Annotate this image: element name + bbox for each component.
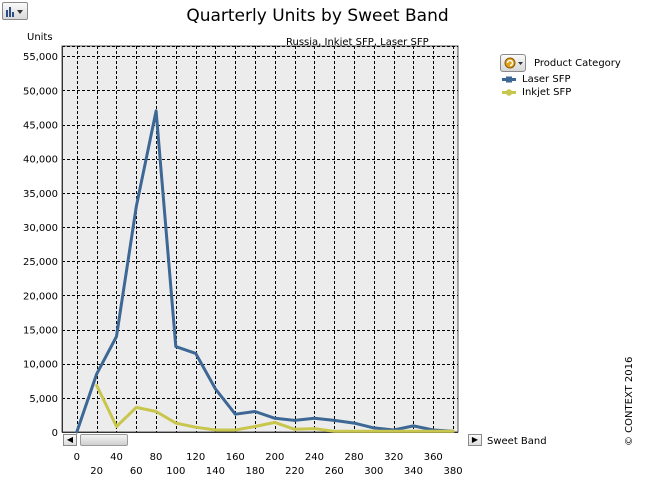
x-tick-label: 0	[74, 452, 80, 463]
y-tick-label: 50,000	[23, 86, 58, 97]
y-tick-label: 10,000	[23, 360, 58, 371]
x-tick-label: 80	[150, 452, 163, 463]
chart-title: Quarterly Units by Sweet Band	[186, 6, 449, 26]
y-tick-label: 20,000	[23, 291, 58, 302]
x-tick-label: 220	[285, 466, 304, 477]
series-line-inkjet-sfp	[95, 384, 455, 433]
legend-title: Product Category	[534, 57, 621, 69]
y-tick-label: 25,000	[23, 257, 58, 268]
x-tick-label: 20	[90, 466, 103, 477]
x-tick-label: 100	[166, 466, 185, 477]
y-tick-label: 45,000	[23, 121, 58, 132]
y-tick-label: 55,000	[23, 52, 58, 63]
x-tick-label: 180	[246, 466, 265, 477]
y-tick-label: 15,000	[23, 326, 58, 337]
x-tick-label: 360	[424, 452, 443, 463]
y-tick-label: 0	[52, 428, 58, 439]
x-tick-label: 140	[206, 466, 225, 477]
x-tick-label: 120	[186, 452, 205, 463]
chart-type-button[interactable]	[2, 2, 28, 20]
legend-swatch-inkjet-icon	[502, 89, 516, 96]
legend-category-button[interactable]	[500, 54, 526, 72]
y-tick-label: 40,000	[23, 155, 58, 166]
x-tick-label: 260	[325, 466, 344, 477]
legend-label: Inkjet SFP	[522, 87, 572, 98]
chevron-left-icon: ◀	[66, 435, 74, 444]
x-tick-label: 280	[345, 452, 364, 463]
bar-chart-icon	[6, 7, 23, 17]
x-axis-label: Sweet Band	[487, 436, 547, 447]
chart-subtitle: Russia, Inkjet SFP, Laser SFP	[286, 37, 429, 48]
series-line-laser-sfp	[75, 109, 455, 434]
x-tick-label: 40	[110, 452, 123, 463]
x-tick-label: 200	[265, 452, 284, 463]
legend-label: Laser SFP	[522, 74, 571, 85]
x-tick-label: 60	[130, 466, 143, 477]
x-tick-label: 300	[364, 466, 383, 477]
plot-area	[61, 45, 459, 433]
legend-swatch-laser-icon	[502, 76, 516, 83]
legend-item-inkjet-sfp[interactable]: Inkjet SFP	[501, 86, 635, 99]
legend-item-laser-sfp[interactable]: Laser SFP	[501, 73, 635, 86]
y-tick-label: 5,000	[29, 394, 58, 405]
scroll-right-button[interactable]: ▶	[468, 434, 482, 446]
x-tick-label: 340	[404, 466, 423, 477]
x-tick-label: 380	[444, 466, 463, 477]
y-axis-label: Units	[27, 32, 53, 43]
chevron-right-icon: ▶	[471, 435, 479, 444]
x-tick-label: 160	[226, 452, 245, 463]
y-tick-label: 35,000	[23, 189, 58, 200]
x-tick-label: 240	[305, 452, 324, 463]
refresh-icon	[504, 57, 523, 69]
x-tick-label: 320	[384, 452, 403, 463]
scroll-left-button[interactable]: ◀	[63, 434, 77, 446]
copyright: © CONTEXT 2016	[624, 356, 635, 446]
scrollbar-thumb[interactable]	[80, 434, 128, 446]
legend: Product Category Laser SFP Inkjet SFP	[500, 53, 635, 99]
y-tick-label: 30,000	[23, 223, 58, 234]
